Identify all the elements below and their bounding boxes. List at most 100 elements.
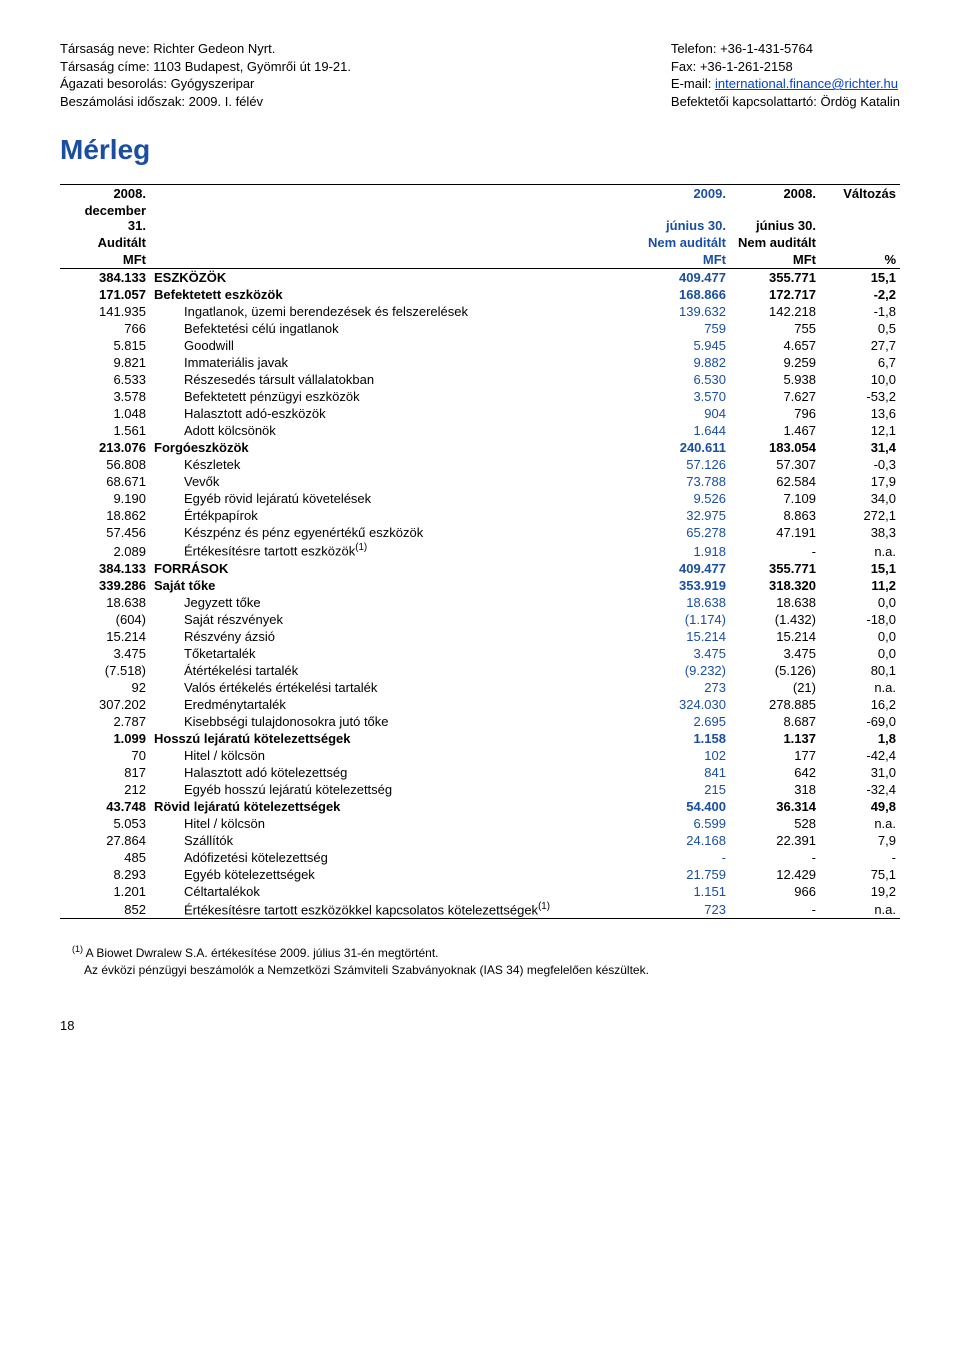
table-row: 3.578 Befektetett pénzügyi eszközök 3.57…	[60, 388, 900, 405]
cell-label: Készletek	[150, 456, 640, 473]
cell-label: Forgóeszközök	[150, 439, 640, 456]
cell-chg: 80,1	[820, 662, 900, 679]
cell-curr: 9.882	[640, 354, 730, 371]
email-link[interactable]: international.finance@richter.hu	[715, 76, 898, 91]
cell-label: Céltartalékok	[150, 883, 640, 900]
cell-prev: 307.202	[60, 696, 150, 713]
cell-cmp: 7.109	[730, 490, 820, 507]
cell-prev: 1.201	[60, 883, 150, 900]
phone: Telefon: +36-1-431-5764	[671, 40, 900, 58]
column-header: MFt	[640, 251, 730, 269]
cell-chg: 49,8	[820, 798, 900, 815]
column-header	[150, 251, 640, 269]
header-left: Társaság neve: Richter Gedeon Nyrt. Társ…	[60, 40, 351, 110]
cell-curr: 409.477	[640, 269, 730, 287]
email-label: E-mail:	[671, 76, 715, 91]
table-row: 817 Halasztott adó kötelezettség 841 642…	[60, 764, 900, 781]
cell-curr: 215	[640, 781, 730, 798]
cell-chg: -53,2	[820, 388, 900, 405]
cell-label: Részvény ázsió	[150, 628, 640, 645]
page-container: Társaság neve: Richter Gedeon Nyrt. Társ…	[0, 0, 960, 1063]
cell-prev: 92	[60, 679, 150, 696]
cell-chg: -42,4	[820, 747, 900, 764]
cell-label: Befektetési célú ingatlanok	[150, 320, 640, 337]
cell-label: Hitel / kölcsön	[150, 747, 640, 764]
column-header	[820, 234, 900, 251]
cell-cmp: 62.584	[730, 473, 820, 490]
cell-curr: 273	[640, 679, 730, 696]
cell-prev: 2.089	[60, 541, 150, 559]
cell-cmp: (21)	[730, 679, 820, 696]
cell-curr: 32.975	[640, 507, 730, 524]
cell-curr: 240.611	[640, 439, 730, 456]
table-row: 141.935 Ingatlanok, üzemi berendezések é…	[60, 303, 900, 320]
cell-cmp: 15.214	[730, 628, 820, 645]
sector: Ágazati besorolás: Gyógyszeripar	[60, 75, 351, 93]
cell-prev: 57.456	[60, 524, 150, 541]
company-address: Társaság címe: 1103 Budapest, Gyömrői út…	[60, 58, 351, 76]
cell-cmp: -	[730, 900, 820, 919]
cell-label: Szállítók	[150, 832, 640, 849]
report-period: Beszámolási időszak: 2009. I. félév	[60, 93, 351, 111]
cell-prev: 485	[60, 849, 150, 866]
cell-prev: 18.638	[60, 594, 150, 611]
column-header: MFt	[730, 251, 820, 269]
cell-label: Részesedés társult vállalatokban	[150, 371, 640, 388]
cell-curr: 73.788	[640, 473, 730, 490]
cell-label: Hosszú lejáratú kötelezettségek	[150, 730, 640, 747]
cell-chg: 0,0	[820, 628, 900, 645]
cell-curr: 102	[640, 747, 730, 764]
cell-cmp: 796	[730, 405, 820, 422]
cell-curr: 54.400	[640, 798, 730, 815]
table-row: 339.286 Saját tőke 353.919 318.320 11,2	[60, 577, 900, 594]
cell-label: Egyéb hosszú lejáratú kötelezettség	[150, 781, 640, 798]
table-row: 57.456 Készpénz és pénz egyenértékű eszk…	[60, 524, 900, 541]
cell-prev: 141.935	[60, 303, 150, 320]
table-row: 1.561 Adott kölcsönök 1.644 1.467 12,1	[60, 422, 900, 439]
cell-chg: 19,2	[820, 883, 900, 900]
table-row: 1.099 Hosszú lejáratú kötelezettségek 1.…	[60, 730, 900, 747]
cell-label: Saját tőke	[150, 577, 640, 594]
table-row: 1.048 Halasztott adó-eszközök 904 796 13…	[60, 405, 900, 422]
cell-label: Tőketartalék	[150, 645, 640, 662]
cell-curr: 24.168	[640, 832, 730, 849]
cell-cmp: 355.771	[730, 560, 820, 577]
fax: Fax: +36-1-261-2158	[671, 58, 900, 76]
cell-prev: 27.864	[60, 832, 150, 849]
contact-person: Befektetői kapcsolattartó: Ördög Katalin	[671, 93, 900, 111]
footnote-1: (1) A Biowet Dwralew S.A. értékesítése 2…	[72, 943, 900, 962]
cell-curr: 21.759	[640, 866, 730, 883]
column-header: 2008.	[730, 185, 820, 203]
table-row: 18.862 Értékpapírok 32.975 8.863 272,1	[60, 507, 900, 524]
cell-cmp: 318	[730, 781, 820, 798]
cell-prev: 384.133	[60, 560, 150, 577]
page-number: 18	[60, 1018, 900, 1033]
cell-label: Immateriális javak	[150, 354, 640, 371]
cell-label: Adófizetési kötelezettség	[150, 849, 640, 866]
cell-prev: 213.076	[60, 439, 150, 456]
cell-chg: -	[820, 849, 900, 866]
cell-cmp: 8.687	[730, 713, 820, 730]
cell-prev: 6.533	[60, 371, 150, 388]
table-row: 70 Hitel / kölcsön 102 177 -42,4	[60, 747, 900, 764]
table-row: 15.214 Részvény ázsió 15.214 15.214 0,0	[60, 628, 900, 645]
cell-curr: 139.632	[640, 303, 730, 320]
cell-prev: 68.671	[60, 473, 150, 490]
cell-label: Eredménytartalék	[150, 696, 640, 713]
table-row: 43.748 Rövid lejáratú kötelezettségek 54…	[60, 798, 900, 815]
cell-cmp: 642	[730, 764, 820, 781]
cell-chg: 75,1	[820, 866, 900, 883]
column-header: MFt	[60, 251, 150, 269]
cell-label: Adott kölcsönök	[150, 422, 640, 439]
cell-chg: 13,6	[820, 405, 900, 422]
cell-chg: 1,8	[820, 730, 900, 747]
cell-prev: 852	[60, 900, 150, 919]
cell-cmp: -	[730, 541, 820, 559]
cell-curr: 3.475	[640, 645, 730, 662]
cell-label: Egyéb rövid lejáratú követelések	[150, 490, 640, 507]
cell-prev: 817	[60, 764, 150, 781]
cell-chg: 16,2	[820, 696, 900, 713]
cell-curr: (9.232)	[640, 662, 730, 679]
cell-curr: 1.644	[640, 422, 730, 439]
cell-prev: 9.190	[60, 490, 150, 507]
